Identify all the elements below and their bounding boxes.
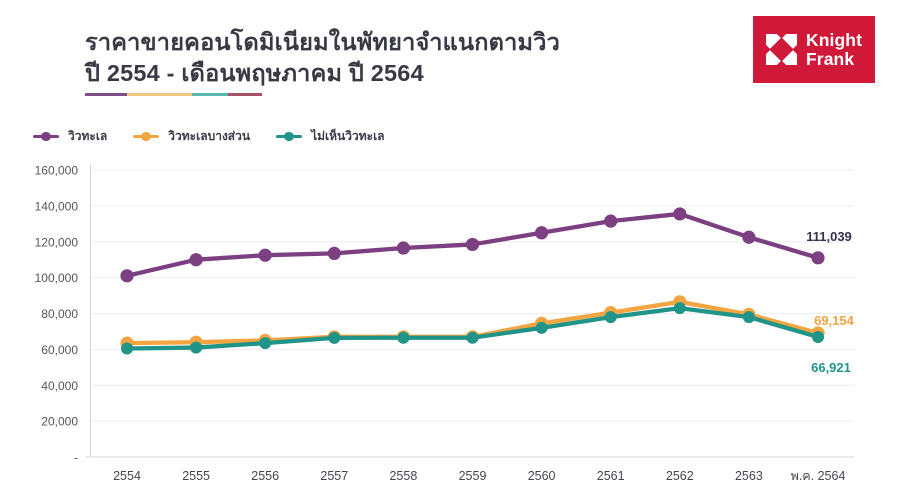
data-point <box>535 321 548 334</box>
legend-item-partial-sea-view: วิวทะเลบางส่วน <box>133 127 250 146</box>
chart-legend: วิวทะเล วิวทะเลบางส่วน ไม่เห็นวิวทะเล <box>33 127 385 146</box>
x-tick-label: 2558 <box>389 469 417 483</box>
data-point <box>328 331 341 344</box>
underline-segment <box>192 93 228 96</box>
data-point <box>673 207 687 221</box>
x-tick-label: 2554 <box>113 469 141 483</box>
x-tick-label: 2559 <box>459 469 487 483</box>
legend-marker-no-sea-view <box>276 131 303 142</box>
legend-marker-sea-view <box>33 131 59 142</box>
x-tick-label: 2562 <box>666 469 694 483</box>
data-point <box>259 337 272 350</box>
data-point <box>811 251 825 265</box>
legend-label-partial-sea-view: วิวทะเลบางส่วน <box>168 129 251 143</box>
data-point <box>673 302 686 315</box>
y-tick-label: 100,000 <box>35 271 79 285</box>
underline-segment <box>127 93 192 96</box>
data-label: 111,039 <box>806 229 852 244</box>
data-point <box>397 331 410 344</box>
y-tick-label: 80,000 <box>41 307 78 321</box>
legend-item-no-sea-view: ไม่เห็นวิวทะเล <box>276 127 385 146</box>
data-label: 66,921 <box>811 360 851 375</box>
knight-frank-pinwheel-icon <box>766 34 797 65</box>
data-point <box>465 237 480 252</box>
logo-word-frank: Frank <box>806 48 855 69</box>
x-tick-label: 2561 <box>597 469 625 483</box>
legend-label-no-sea-view: ไม่เห็นวิวทะเล <box>311 129 385 143</box>
data-point <box>327 246 341 261</box>
data-point <box>604 311 617 324</box>
data-point <box>742 311 755 324</box>
underline-segment <box>85 93 127 96</box>
x-tick-label: 2560 <box>528 469 556 483</box>
data-point <box>396 241 410 255</box>
chart-title: ราคาขายคอนโดมิเนียมในพัทยาจำแนกตามวิว ปี… <box>85 27 560 90</box>
data-label: 69,154 <box>814 313 855 328</box>
data-point <box>742 230 756 244</box>
y-tick-label: 160,000 <box>35 164 79 178</box>
underline-segment <box>228 93 262 96</box>
legend-item-sea-view: วิวทะเล <box>33 127 107 146</box>
data-point <box>466 331 479 344</box>
data-point <box>120 269 134 283</box>
data-point <box>189 253 203 267</box>
chart-title-line2: ปี 2554 - เดือนพฤษภาคม ปี 2564 <box>85 60 424 87</box>
x-tick-label: 2555 <box>182 469 210 483</box>
x-tick-label: พ.ค. 2564 <box>791 469 846 483</box>
legend-label-sea-view: วิวทะเล <box>68 129 108 143</box>
legend-marker-partial-sea-view <box>133 131 160 142</box>
data-point <box>190 341 203 354</box>
data-point <box>604 214 618 228</box>
knight-frank-logo-text: Knight Frank <box>806 30 862 69</box>
knight-frank-logo: Knight Frank <box>753 16 875 83</box>
y-tick-label: 140,000 <box>35 199 79 213</box>
y-tick-label: 120,000 <box>35 235 79 249</box>
title-underline <box>85 93 262 96</box>
logo-word-knight: Knight <box>806 30 862 51</box>
x-tick-label: 2557 <box>320 469 348 483</box>
y-tick-label: 40,000 <box>41 379 78 393</box>
x-tick-label: 2556 <box>251 469 279 483</box>
y-tick-label: 20,000 <box>41 415 78 429</box>
y-tick-label: - <box>74 451 78 465</box>
x-tick-label: 2563 <box>735 469 763 483</box>
data-point <box>812 330 824 343</box>
data-point <box>121 342 133 355</box>
chart-title-line1: ราคาขายคอนโดมิเนียมในพัทยาจำแนกตามวิว <box>85 29 561 55</box>
data-point <box>535 226 549 240</box>
data-point <box>258 248 272 262</box>
y-tick-label: 60,000 <box>41 343 78 357</box>
